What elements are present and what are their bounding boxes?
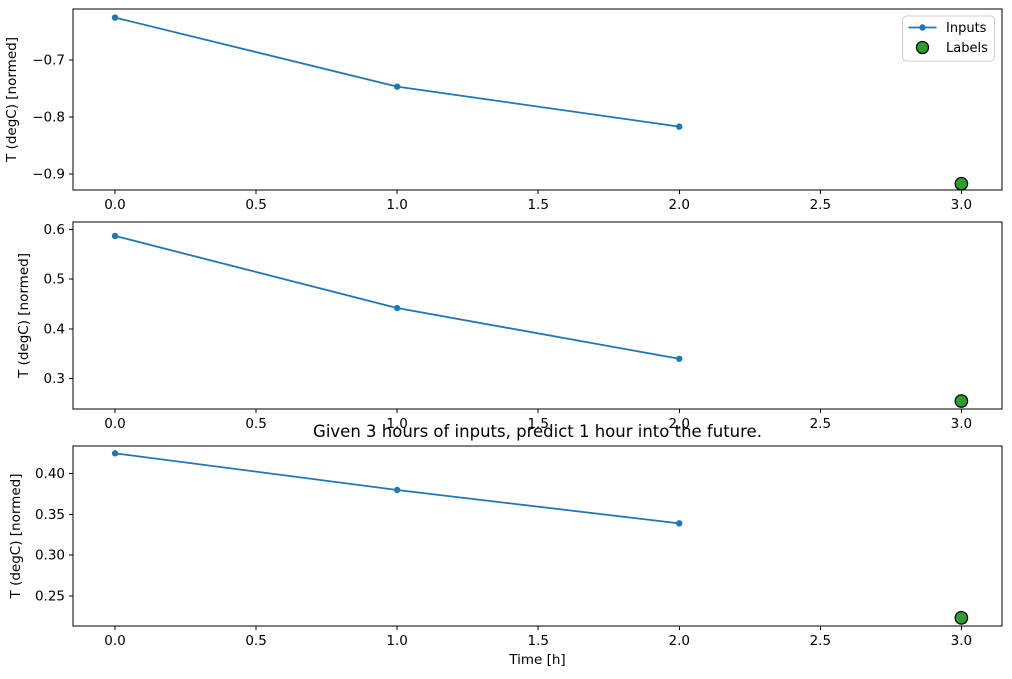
x-tick-label: 0.5 xyxy=(245,633,266,649)
labels-point xyxy=(954,394,969,408)
x-tick-label: 1.5 xyxy=(527,633,548,649)
x-tick-label: 1.5 xyxy=(527,416,548,432)
x-tick-label: 2.0 xyxy=(669,197,690,213)
x-axis-label: Time [h] xyxy=(508,652,565,668)
labels-point xyxy=(954,176,969,191)
legend-labels-marker-icon xyxy=(915,40,930,55)
inputs-marker xyxy=(111,14,119,21)
y-axis-label: T (degC) [normed] xyxy=(16,253,32,379)
x-tick-label: 3.0 xyxy=(951,416,972,432)
x-tick-label: 2.5 xyxy=(810,197,831,213)
y-tick-label: 0.35 xyxy=(35,507,65,523)
chart-title: Given 3 hours of inputs, predict 1 hour … xyxy=(313,422,762,441)
inputs-line xyxy=(114,235,680,360)
y-tick-label: 0.5 xyxy=(44,272,65,288)
y-tick-label: 0.4 xyxy=(44,321,65,337)
inputs-marker xyxy=(111,232,119,240)
legend-inputs-marker-icon xyxy=(919,24,926,31)
x-tick-label: 3.0 xyxy=(951,197,972,213)
legend-inputs-label: Inputs xyxy=(946,21,987,36)
y-tick-label: −0.7 xyxy=(32,52,65,68)
y-axis-label: T (degC) [normed] xyxy=(4,37,20,163)
subplot-1: 0.0 0.5 1.0 1.5 2.0 2.5 3.0 −0.9 −0.8 −0.7 T (degC… xyxy=(4,8,1003,213)
x-tick-label: 2.5 xyxy=(810,633,831,649)
y-tick-label: −0.8 xyxy=(32,109,65,125)
inputs-marker xyxy=(393,304,401,312)
x-tick-label: 1.0 xyxy=(386,197,407,213)
axes-frame xyxy=(72,8,1003,191)
inputs-marker xyxy=(393,486,401,494)
legend-labels-label: Labels xyxy=(946,41,988,56)
x-tick-label: 0.5 xyxy=(245,416,266,432)
x-tick-label: 3.0 xyxy=(951,633,972,649)
x-tick-label: 0.0 xyxy=(104,197,125,213)
inputs-marker xyxy=(676,355,683,362)
y-axis-label: T (degC) [normed] xyxy=(8,474,24,600)
x-tick-label: 0.0 xyxy=(104,633,125,649)
subplot-2: 0.0 0.5 1.0 1.5 2.0 2.5 3.0 0.3 0.4 0.5 0.6 T (degC… xyxy=(16,221,1003,432)
inputs-marker xyxy=(111,450,119,457)
inputs-marker xyxy=(676,123,683,130)
x-tick-label: 1.0 xyxy=(386,633,407,649)
legend: Inputs Labels xyxy=(902,15,995,62)
inputs-marker xyxy=(676,520,683,527)
axes-frame xyxy=(72,221,1003,410)
y-tick-label: 0.40 xyxy=(35,466,65,482)
x-tick-label: 0.0 xyxy=(104,416,125,432)
subplot-3: 0.0 0.5 1.0 1.5 2.0 2.5 3.0 0.25 0.30 0.35 0.40 T (… xyxy=(8,422,1003,668)
axes-frame xyxy=(72,445,1003,627)
inputs-marker xyxy=(393,83,401,90)
inputs-line xyxy=(114,16,680,128)
x-tick-label: 1.0 xyxy=(386,416,407,432)
y-tick-label: 0.30 xyxy=(35,548,65,564)
x-tick-label: 1.5 xyxy=(527,197,548,213)
y-tick-label: 0.25 xyxy=(35,588,65,604)
x-tick-label: 0.5 xyxy=(245,197,266,213)
labels-point xyxy=(954,611,969,625)
x-tick-label: 2.0 xyxy=(669,416,690,432)
x-tick-label: 2.0 xyxy=(669,633,690,649)
y-tick-label: 0.6 xyxy=(44,222,65,238)
x-tick-label: 2.5 xyxy=(810,416,831,432)
y-tick-label: 0.3 xyxy=(44,371,65,387)
y-tick-label: −0.9 xyxy=(32,167,65,183)
